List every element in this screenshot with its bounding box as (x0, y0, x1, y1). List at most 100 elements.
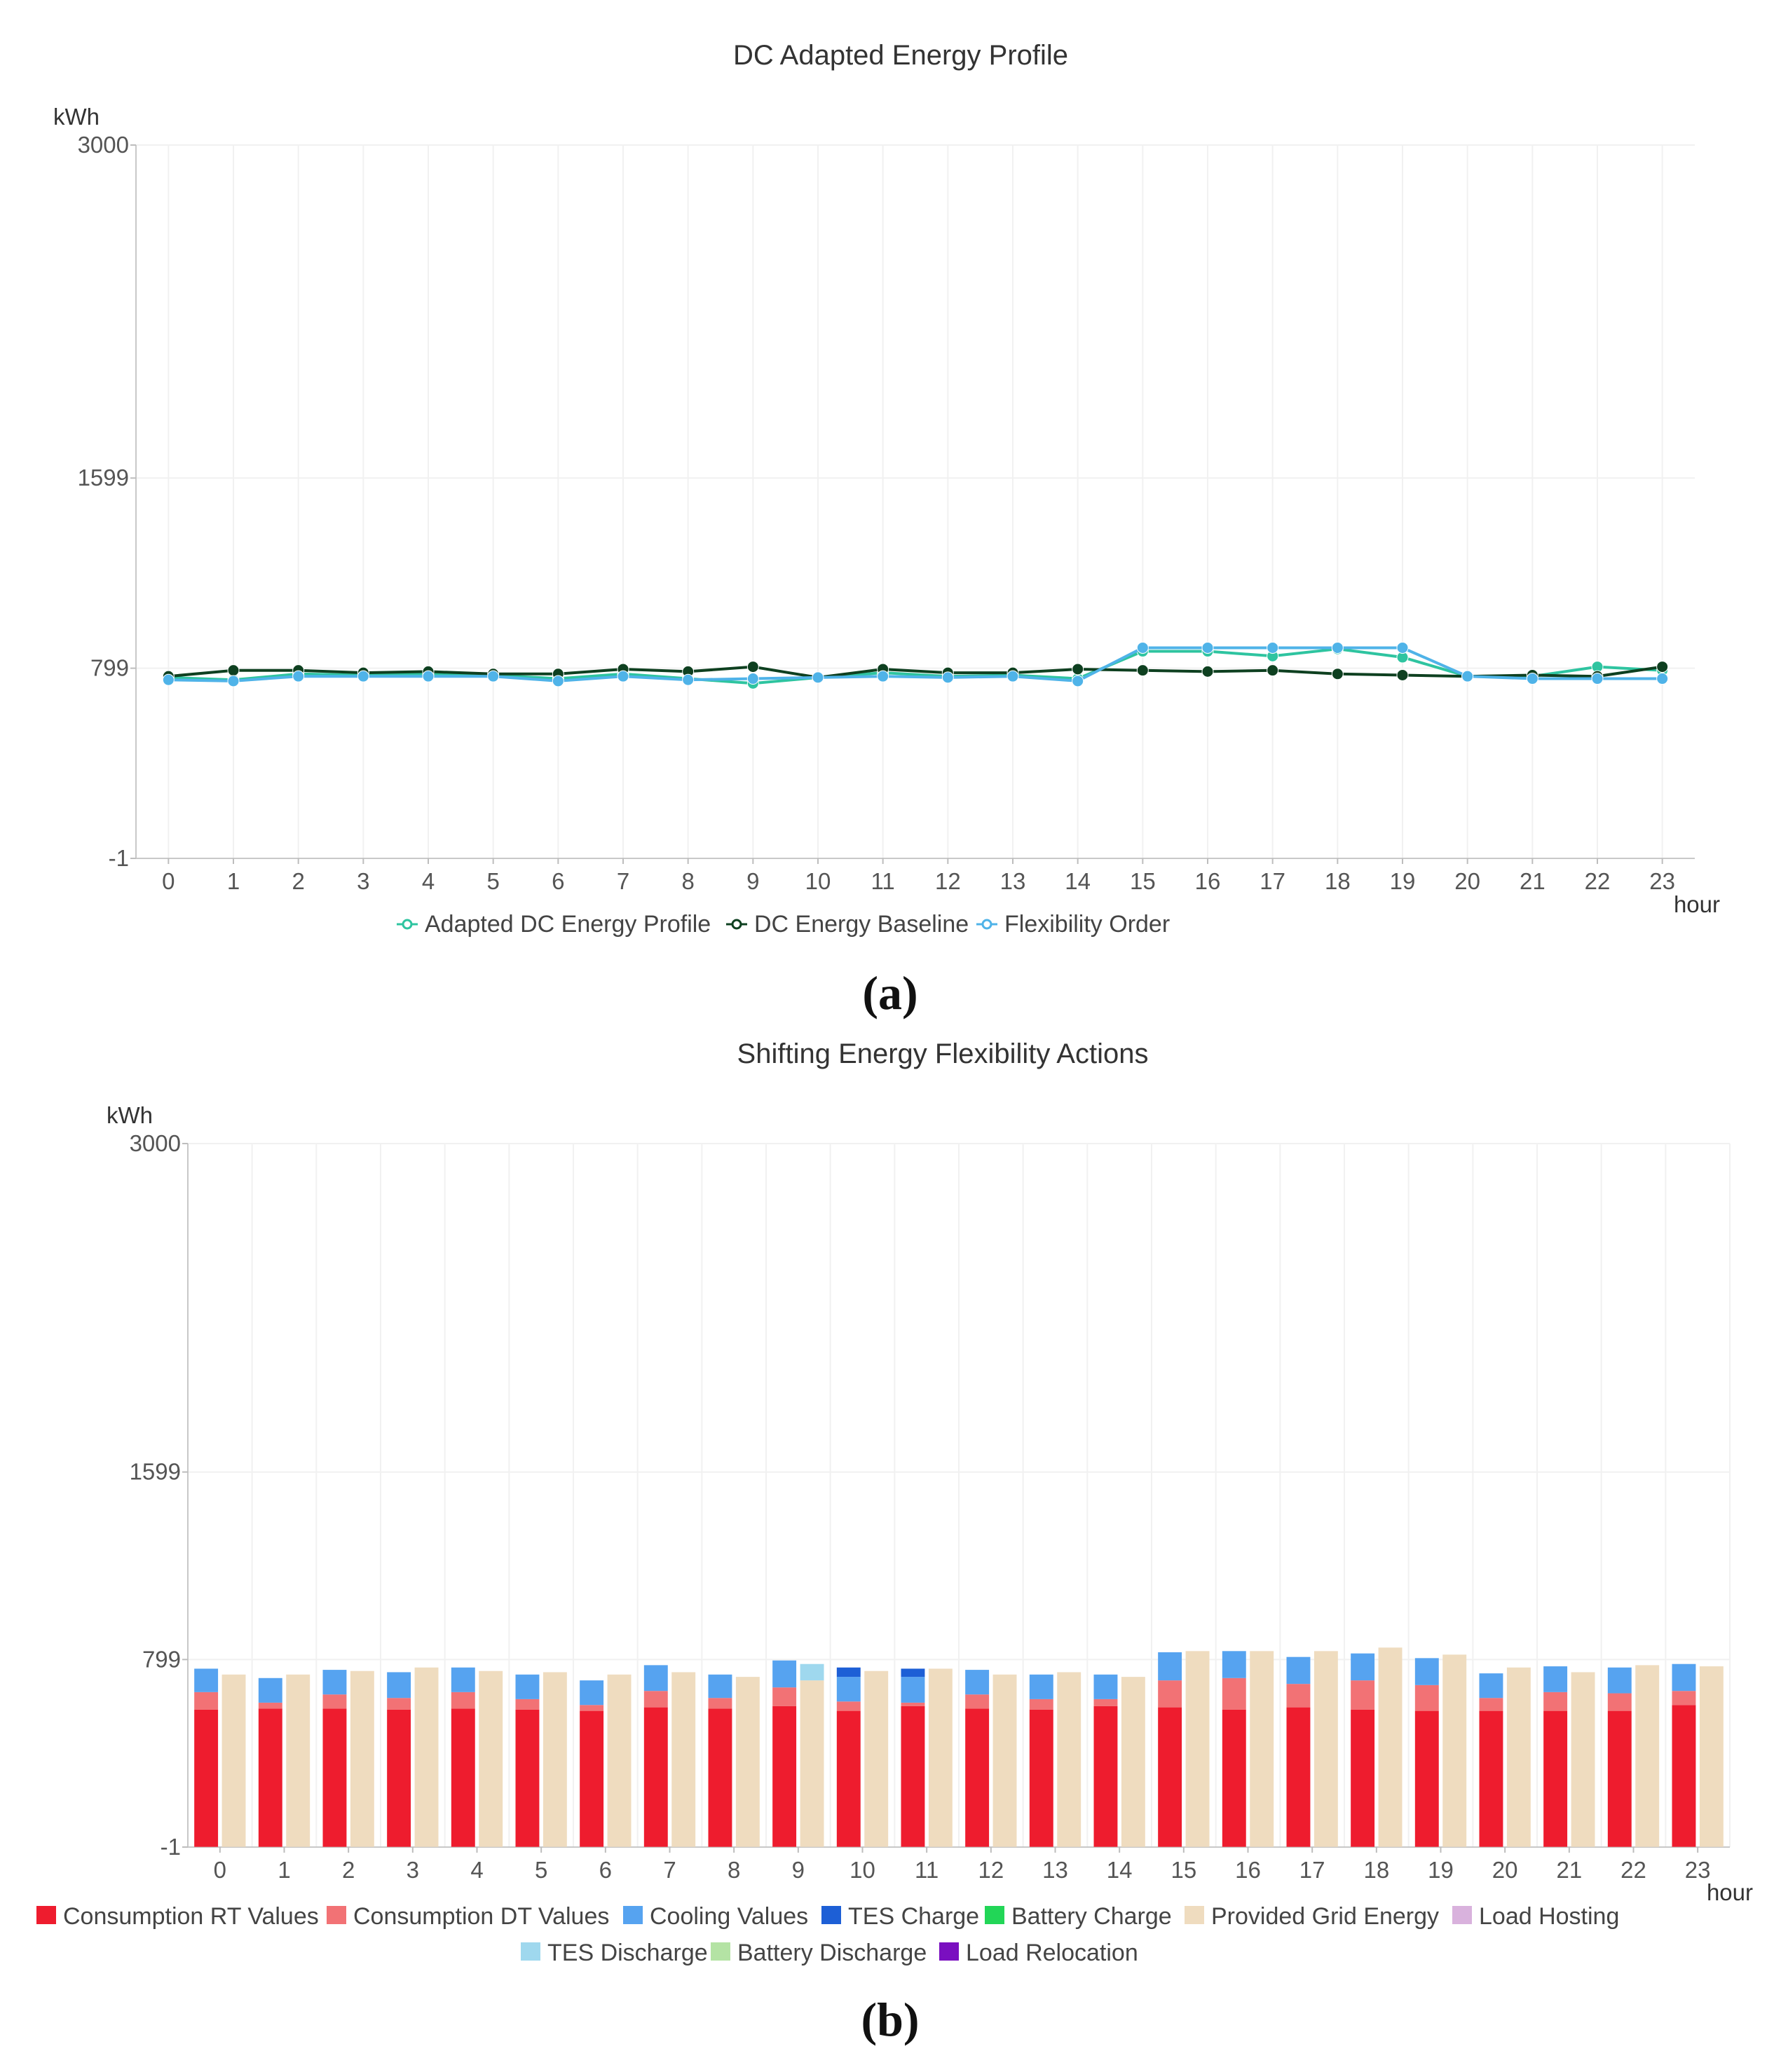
bar-segment-provided-grid-energy (350, 1670, 374, 1847)
x-tick-label: 10 (805, 868, 831, 894)
bar-segment-cooling-values (1222, 1651, 1246, 1678)
bar-segment-cooling-values (322, 1670, 347, 1695)
x-tick-label: 10 (849, 1857, 875, 1883)
x-tick-label: 17 (1299, 1857, 1325, 1883)
bar-segment-consumption-dt-values (1093, 1699, 1118, 1706)
series-2-point (1461, 670, 1474, 682)
bar-segment-cooling-values (643, 1665, 668, 1692)
line-chart-panel: DC Adapted Energy Profile kWh 3000159979… (53, 40, 1720, 1020)
y-tick-label: 3000 (78, 132, 129, 158)
bar-segment-provided-grid-energy (1699, 1666, 1724, 1847)
x-tick-label: 15 (1171, 1857, 1196, 1883)
x-tick-label: 23 (1649, 868, 1675, 894)
series-2-point (1006, 670, 1019, 682)
x-tick-label: 1 (227, 868, 240, 894)
bar-segment-cooling-values (1029, 1674, 1053, 1699)
bar-segment-consumption-rt-values (1479, 1710, 1503, 1847)
legend-swatch (36, 1906, 56, 1924)
bar-segment-cooling-values (772, 1660, 797, 1688)
bar-segment-consumption-rt-values (708, 1708, 732, 1847)
chart-b-bars (194, 1647, 1724, 1847)
bar-segment-cooling-values (1607, 1667, 1632, 1694)
series-1-point (746, 661, 759, 673)
legend-label: DC Energy Baseline (754, 911, 969, 938)
bar-segment-cooling-values (387, 1672, 411, 1699)
legend-marker (981, 919, 992, 930)
series-2-point (552, 675, 564, 687)
series-1-point (1267, 664, 1279, 677)
y-tick-label: 3000 (130, 1130, 181, 1156)
x-tick-label: 2 (292, 868, 304, 894)
y-tick-label: -1 (109, 845, 129, 871)
x-tick-label: 6 (552, 868, 564, 894)
bar-segment-consumption-dt-values (580, 1705, 604, 1711)
series-2-point (1136, 641, 1149, 654)
x-tick-label: 12 (978, 1857, 1004, 1883)
x-tick-label: 23 (1685, 1857, 1711, 1883)
bar-segment-tes-charge (901, 1668, 925, 1678)
bar-segment-provided-grid-energy (1313, 1651, 1338, 1847)
x-tick-label: 17 (1260, 868, 1285, 894)
bar-segment-consumption-rt-values (1222, 1709, 1246, 1847)
bar-segment-consumption-rt-values (643, 1707, 668, 1847)
x-tick-label: 22 (1585, 868, 1611, 894)
bar-segment-provided-grid-energy (735, 1677, 760, 1847)
bar-segment-consumption-rt-values (1093, 1706, 1118, 1847)
x-tick-label: 2 (342, 1857, 355, 1883)
bar-segment-consumption-rt-values (1351, 1709, 1375, 1847)
series-1-point (227, 664, 240, 677)
bar-segment-provided-grid-energy (992, 1674, 1017, 1847)
legend-label: Cooling Values (650, 1903, 808, 1930)
bar-segment-provided-grid-energy (1250, 1651, 1274, 1847)
bar-segment-consumption-rt-values (515, 1709, 540, 1847)
y-tick-label: 1599 (78, 465, 129, 490)
bar-segment-provided-grid-energy (864, 1670, 889, 1847)
bar-segment-consumption-rt-values (772, 1706, 797, 1847)
series-1-point (1072, 663, 1084, 675)
series-2-point (357, 670, 369, 682)
bar-segment-provided-grid-energy (1442, 1654, 1467, 1847)
bar-segment-provided-grid-energy (543, 1672, 567, 1847)
chart-b-legend: Consumption RT Values Consumption DT Valu… (36, 1903, 1619, 1966)
chart-a-title: DC Adapted Energy Profile (733, 40, 1068, 71)
bar-segment-consumption-dt-values (258, 1702, 282, 1709)
bar-segment-consumption-dt-values (1607, 1693, 1632, 1711)
bar-segment-consumption-rt-values (387, 1709, 411, 1847)
bar-segment-consumption-dt-values (1479, 1698, 1503, 1711)
x-tick-label: 1 (278, 1857, 290, 1883)
x-tick-label: 8 (681, 868, 694, 894)
x-tick-label: 5 (486, 868, 499, 894)
bar-segment-consumption-rt-values (965, 1708, 990, 1847)
chart-b-gridlines (187, 1143, 1731, 1847)
bar-segment-provided-grid-energy (221, 1674, 246, 1847)
bar-segment-provided-grid-energy (1121, 1677, 1145, 1847)
chart-b-caption: (b) (861, 1993, 919, 2046)
series-2-point (682, 673, 695, 686)
legend-label: Battery Charge (1011, 1903, 1172, 1930)
bar-segment-consumption-dt-values (1414, 1685, 1439, 1711)
legend-swatch (985, 1906, 1004, 1924)
bar-segment-consumption-dt-values (836, 1701, 861, 1711)
series-2-point (1072, 675, 1084, 687)
bar-segment-consumption-rt-values (451, 1708, 475, 1847)
bar-segment-provided-grid-energy (800, 1680, 824, 1847)
bar-chart-panel: Shifting Energy Flexibility Actions kWh … (36, 1038, 1753, 2046)
bar-segment-consumption-rt-values (322, 1708, 347, 1847)
bar-segment-consumption-dt-values (643, 1691, 668, 1708)
chart-a-gridlines (136, 144, 1695, 858)
x-tick-label: 11 (915, 1857, 939, 1883)
bar-segment-consumption-rt-values (194, 1709, 219, 1847)
bar-segment-consumption-dt-values (451, 1692, 475, 1709)
bar-segment-consumption-dt-values (1286, 1684, 1311, 1708)
x-tick-label: 3 (407, 1857, 419, 1883)
bar-segment-cooling-values (1479, 1673, 1503, 1699)
bar-segment-consumption-rt-values (901, 1706, 925, 1847)
x-tick-label: 5 (535, 1857, 547, 1883)
chart-b-y-unit: kWh (107, 1102, 153, 1128)
x-tick-label: 20 (1492, 1857, 1518, 1883)
chart-a-x-unit: hour (1674, 891, 1720, 917)
bar-segment-consumption-dt-values (965, 1694, 990, 1709)
bar-segment-consumption-rt-values (1158, 1707, 1182, 1847)
legend-swatch (821, 1906, 841, 1924)
bar-segment-cooling-values (1543, 1666, 1568, 1692)
